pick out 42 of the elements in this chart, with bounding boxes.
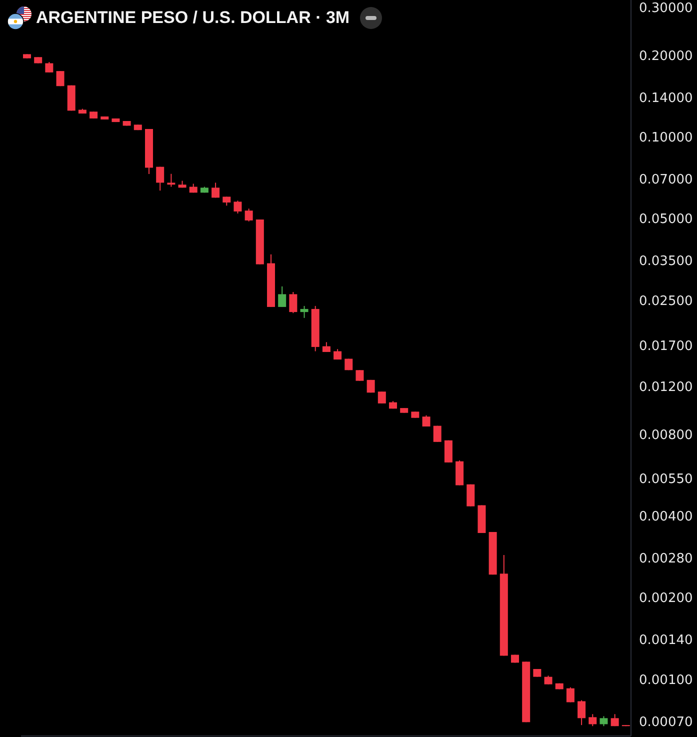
text: ARGENTINE PESO / U.S. DOLLAR · 3M (36, 7, 350, 29)
candlestick (378, 391, 386, 404)
candlestick (444, 440, 452, 463)
y-tick-label: 0.00400 (639, 510, 693, 525)
y-tick-label: 0.02500 (639, 294, 693, 309)
y-tick-label: 0.07000 (639, 172, 693, 188)
candlestick (566, 686, 574, 703)
candlestick (610, 714, 619, 727)
candlestick (322, 342, 330, 352)
candlestick (422, 414, 430, 427)
candlestick (234, 200, 242, 214)
candlestick (433, 425, 442, 442)
candlestick (278, 286, 286, 308)
y-tick-label: 0.14000 (639, 90, 693, 106)
y-tick-label: 0.01200 (639, 380, 693, 396)
y-tick-label: 0.00550 (639, 472, 693, 488)
candlestick (300, 305, 308, 318)
candlestick (167, 173, 176, 188)
candlestick (45, 61, 54, 73)
y-tick-label: 0.03500 (639, 254, 693, 270)
y-tick-label: 0.00800 (639, 428, 693, 443)
candlestick (588, 714, 597, 727)
candlestick (156, 166, 164, 192)
candlestick (578, 700, 586, 726)
y-tick-label: 0.00280 (639, 552, 693, 567)
y-tick-label: 0.00100 (639, 672, 693, 688)
candlestick (56, 70, 64, 87)
y-tick-label: 0.05000 (639, 212, 693, 228)
y-tick-label: 0.10000 (639, 130, 693, 146)
y-tick-label: 0.00200 (639, 591, 693, 606)
y-tick-label: 0.00070 (639, 714, 693, 730)
candlestick (600, 716, 608, 727)
candlestick (456, 460, 464, 486)
candlestick (212, 182, 220, 198)
candlestick (289, 291, 298, 314)
y-tick-label: 0.01700 (639, 339, 693, 354)
candlestick (244, 208, 253, 222)
candlestick (466, 484, 475, 507)
candlestick (356, 370, 364, 382)
y-tick-label: 0.20000 (639, 48, 693, 64)
y-tick-label: 0.00140 (639, 633, 693, 648)
y-tick-label: 0.30000 (639, 1, 693, 16)
